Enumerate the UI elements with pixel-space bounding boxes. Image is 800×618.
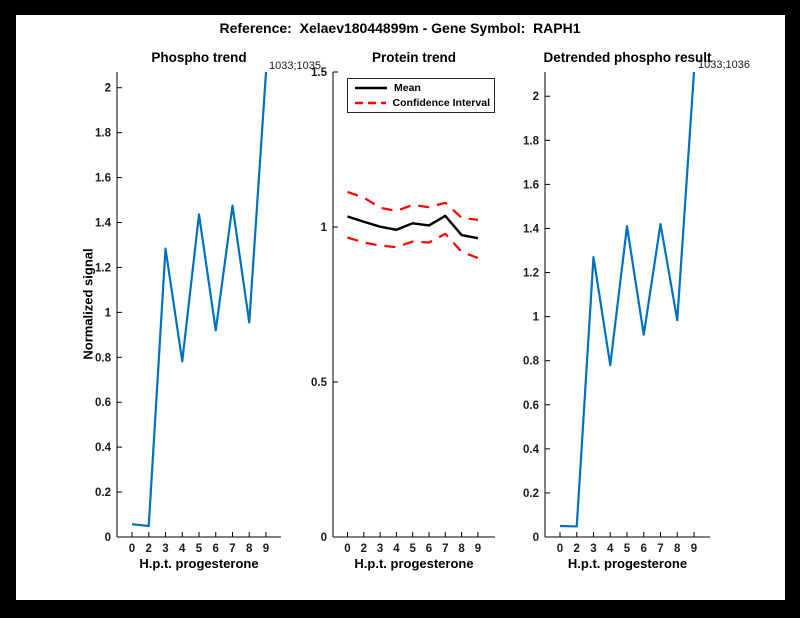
- y-tick-label: 0: [321, 532, 327, 544]
- x-tick-label: 7: [229, 543, 235, 555]
- x-tick-label: 0: [129, 543, 135, 555]
- y-tick-label: 0.2: [523, 488, 539, 500]
- subplot-title-detrended-phospho: Detrended phospho result: [543, 50, 712, 65]
- x-tick-label: 3: [377, 543, 383, 555]
- x-tick-label: 6: [641, 543, 647, 555]
- series-line-confidence-interval-lower: [347, 232, 479, 260]
- annotation-detrended-peak: 1033;1036: [698, 59, 750, 71]
- y-tick-label: 0.5: [311, 377, 328, 389]
- x-tick-label: 9: [475, 543, 481, 555]
- x-axis-label-left: H.p.t. progesterone: [139, 556, 259, 571]
- series-line-mean: [347, 214, 479, 240]
- y-tick-label: 1: [105, 307, 112, 319]
- x-tick-label: 8: [246, 543, 253, 555]
- x-tick-label: 5: [624, 543, 631, 555]
- legend-label-mean: Mean: [394, 82, 421, 95]
- x-tick-label: 9: [263, 543, 269, 555]
- x-tick-label: 0: [344, 543, 350, 555]
- x-axis-label-middle: H.p.t. progesterone: [354, 556, 474, 571]
- x-tick-label: 4: [179, 543, 186, 555]
- y-tick-label: 1.4: [95, 218, 112, 230]
- x-tick-label: 5: [196, 543, 203, 555]
- y-tick-label: 1: [321, 222, 328, 234]
- legend-ci-line-icon: [355, 101, 386, 104]
- x-tick-label: 3: [162, 543, 168, 555]
- x-tick-label: 5: [409, 543, 416, 555]
- legend-box: Mean Confidence Interval: [347, 78, 495, 113]
- x-tick-label: 2: [574, 543, 580, 555]
- y-tick-label: 1: [533, 312, 540, 324]
- y-axis-label-normalized-signal: Normalized signal: [80, 248, 96, 360]
- x-tick-label: 7: [442, 543, 448, 555]
- x-tick-label: 2: [361, 543, 367, 555]
- y-tick-label: 2: [533, 91, 539, 103]
- y-tick-label: 0.4: [95, 442, 112, 454]
- legend-item-confidence-interval: Confidence Interval: [355, 96, 490, 110]
- series-line-detrended-phospho-signal: [559, 71, 696, 528]
- y-tick-label: 0.2: [95, 487, 111, 499]
- x-tick-label: 9: [691, 543, 697, 555]
- series-line-confidence-interval-upper: [347, 190, 479, 221]
- x-tick-label: 6: [426, 543, 432, 555]
- y-tick-label: 0.4: [523, 444, 540, 456]
- y-tick-label: 0.8: [95, 352, 112, 364]
- figure-suptitle: Reference: Xelaev18044899m - Gene Symbol…: [219, 20, 581, 36]
- x-tick-label: 6: [213, 543, 219, 555]
- x-tick-label: 0: [557, 543, 563, 555]
- y-tick-label: 1.5: [311, 67, 328, 79]
- x-tick-label: 4: [393, 543, 400, 555]
- subplot-title-phospho-trend: Phospho trend: [151, 50, 247, 65]
- x-tick-label: 4: [607, 543, 614, 555]
- annotation-phospho-peak: 1033;1035: [269, 60, 321, 72]
- x-tick-label: 7: [657, 543, 663, 555]
- x-axis-label-right: H.p.t. progesterone: [567, 556, 688, 571]
- x-tick-label: 2: [146, 543, 152, 555]
- y-tick-label: 2: [105, 83, 111, 95]
- y-tick-label: 1.8: [523, 135, 540, 147]
- series-line-phospho-signal: [131, 71, 268, 528]
- y-tick-label: 1.8: [95, 128, 112, 140]
- legend-item-mean: Mean: [355, 81, 490, 95]
- y-tick-label: 0.6: [523, 400, 539, 412]
- x-tick-label: 8: [674, 543, 681, 555]
- y-tick-label: 0.8: [523, 356, 540, 368]
- y-tick-label: 0.6: [95, 397, 111, 409]
- y-tick-label: 0: [533, 532, 539, 544]
- y-tick-label: 0: [105, 532, 111, 544]
- y-tick-label: 1.4: [523, 223, 540, 235]
- subplot-title-protein-trend: Protein trend: [371, 50, 456, 65]
- x-tick-label: 3: [590, 543, 596, 555]
- y-tick-label: 1.6: [95, 173, 111, 185]
- y-tick-label: 1.6: [523, 179, 539, 191]
- legend-mean-line-icon: [355, 87, 387, 90]
- legend-label-confidence-interval: Confidence Interval: [392, 96, 490, 109]
- x-tick-label: 8: [458, 543, 465, 555]
- y-tick-label: 1.2: [95, 262, 111, 274]
- y-tick-label: 1.2: [523, 268, 539, 280]
